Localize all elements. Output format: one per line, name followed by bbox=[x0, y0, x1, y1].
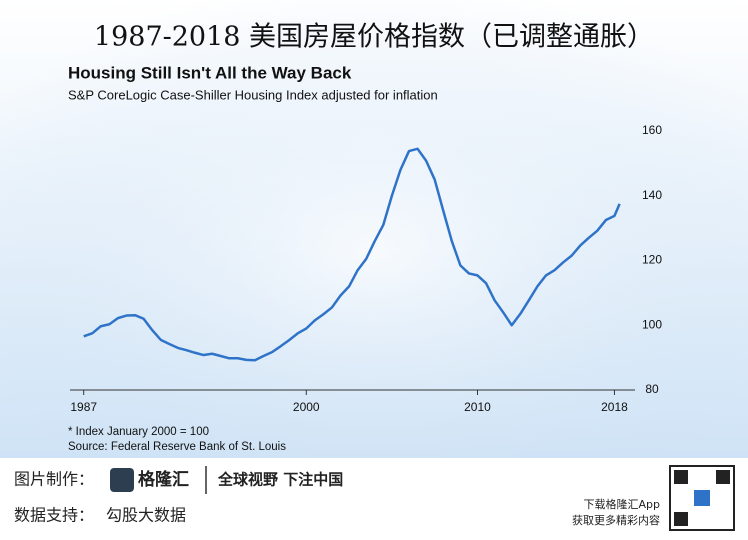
slogan: 全球视野 下注中国 bbox=[217, 471, 343, 489]
x-tick-label: 2010 bbox=[464, 400, 491, 414]
data-line bbox=[83, 147, 621, 362]
logo-icon bbox=[110, 468, 134, 492]
app-line: 获取更多精彩内容 bbox=[572, 513, 660, 527]
x-tick-label: 2000 bbox=[293, 400, 320, 414]
note: * Index January 2000 = 100 bbox=[68, 426, 209, 438]
x-tick-label: 2018 bbox=[601, 400, 628, 414]
made-by-label: 图片制作： bbox=[14, 470, 94, 489]
qr-logo bbox=[694, 490, 710, 506]
x-tick-label: 1987 bbox=[70, 400, 97, 414]
y-tick-label: 80 bbox=[645, 382, 659, 396]
data-source: 勾股大数据 bbox=[106, 506, 186, 525]
chart-subtitle: S&P CoreLogic Case-Shiller Housing Index… bbox=[68, 87, 438, 102]
y-tick-label: 120 bbox=[642, 253, 662, 267]
qr-corner bbox=[674, 470, 688, 484]
source: Source: Federal Reserve Bank of St. Loui… bbox=[68, 441, 286, 453]
y-tick-label: 100 bbox=[642, 317, 662, 331]
logo-text: 格隆汇 bbox=[138, 469, 189, 490]
app-line: 下载格隆汇App bbox=[584, 497, 661, 511]
footer: 图片制作： 格隆汇 全球视野 下注中国 数据支持： 勾股大数据 下载格隆汇App… bbox=[14, 465, 735, 531]
y-tick-label: 140 bbox=[642, 188, 662, 202]
page-title: 1987-2018 美国房屋价格指数（已调整通胀） bbox=[94, 22, 654, 53]
y-tick-label: 160 bbox=[642, 123, 662, 137]
data-label: 数据支持： bbox=[14, 506, 94, 525]
qr-corner bbox=[674, 512, 688, 526]
chart-title: Housing Still Isn't All the Way Back bbox=[68, 63, 352, 82]
qr-corner bbox=[716, 470, 730, 484]
chart-glow bbox=[0, 0, 748, 458]
